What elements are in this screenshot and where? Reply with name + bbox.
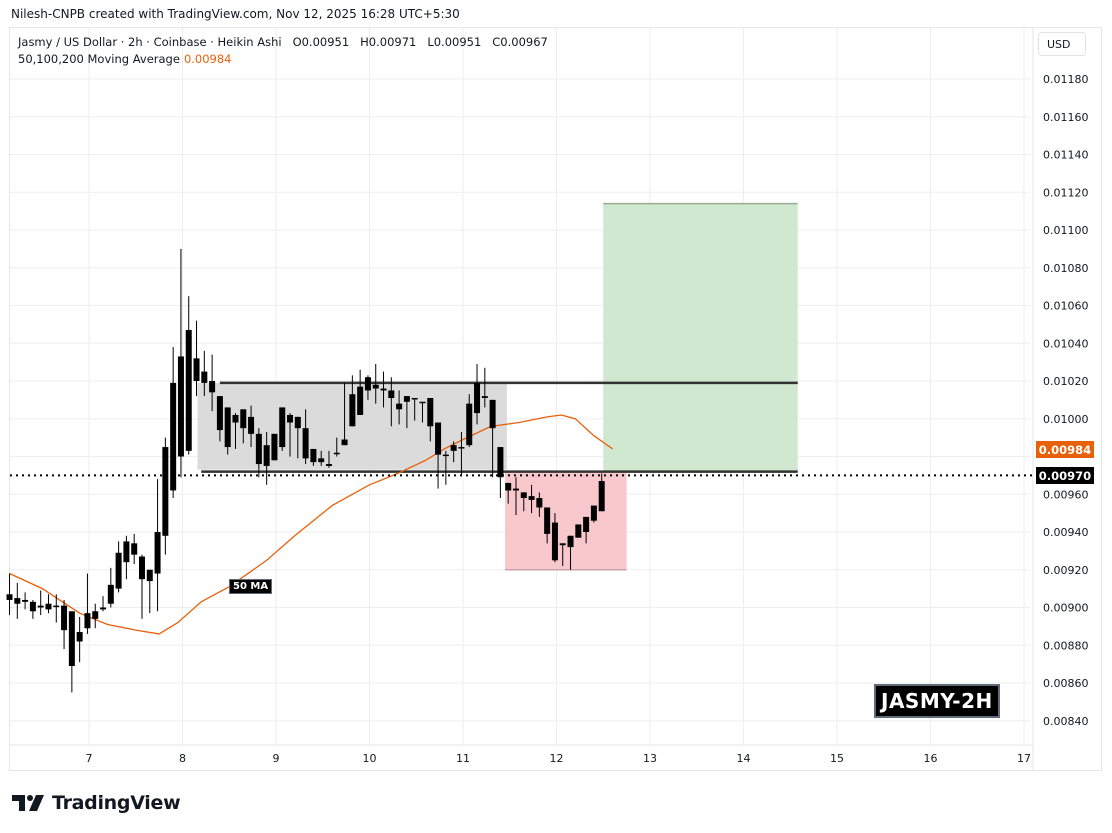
ma-label: 50 MA	[229, 579, 273, 594]
chart-legend: Jasmy / US Dollar · 2h · Coinbase · Heik…	[18, 34, 548, 68]
ohlc-close: C0.00967	[492, 35, 548, 49]
chart-credit: Nilesh-CNPB created with TradingView.com…	[11, 7, 460, 21]
stop-zone[interactable]	[505, 471, 627, 570]
svg-text:0.00880: 0.00880	[1043, 639, 1089, 652]
svg-text:0.01100: 0.01100	[1043, 224, 1089, 237]
svg-text:0.00900: 0.00900	[1043, 602, 1089, 615]
ohlc-low: L0.00951	[427, 35, 482, 49]
svg-text:16: 16	[924, 752, 938, 765]
svg-text:0.01060: 0.01060	[1043, 300, 1089, 313]
grid	[10, 28, 1030, 745]
svg-text:13: 13	[643, 752, 657, 765]
svg-text:9: 9	[273, 752, 280, 765]
ma50-line[interactable]	[9, 414, 613, 635]
symbol-line: Jasmy / US Dollar · 2h · Coinbase · Heik…	[18, 34, 548, 51]
svg-text:0.00940: 0.00940	[1043, 526, 1089, 539]
svg-text:0.01120: 0.01120	[1043, 186, 1089, 199]
svg-text:14: 14	[737, 752, 751, 765]
svg-text:0.01180: 0.01180	[1043, 73, 1089, 86]
symbol-title[interactable]: Jasmy / US Dollar · 2h · Coinbase · Heik…	[18, 35, 282, 49]
svg-text:0.00840: 0.00840	[1043, 715, 1089, 728]
chart-frame	[9, 27, 1102, 771]
svg-text:0.01080: 0.01080	[1043, 262, 1089, 275]
symbol-watermark: JASMY-2H	[874, 684, 1000, 718]
currency-button[interactable]: USD	[1038, 32, 1086, 56]
svg-text:0.00960: 0.00960	[1043, 488, 1089, 501]
svg-text:12: 12	[550, 752, 564, 765]
tradingview-mark-icon	[12, 795, 46, 811]
price-axis[interactable]: 0.01180 0.01160 0.01140 0.01120 0.01100 0.010…	[1043, 73, 1089, 728]
svg-text:8: 8	[179, 752, 186, 765]
svg-text:7: 7	[86, 752, 93, 765]
svg-text:0.01020: 0.01020	[1043, 375, 1089, 388]
target-zone[interactable]	[603, 203, 798, 472]
indicator-value: 0.00984	[183, 52, 232, 66]
svg-text:11: 11	[456, 752, 470, 765]
tradingview-brand: TradingView	[52, 792, 181, 814]
svg-text:10: 10	[363, 752, 377, 765]
svg-text:0.00920: 0.00920	[1043, 564, 1089, 577]
ohlc-open: O0.00951	[292, 35, 350, 49]
svg-text:0.01140: 0.01140	[1043, 149, 1089, 162]
ma-price-tag: 0.00984	[1036, 441, 1094, 458]
svg-text:0.01040: 0.01040	[1043, 337, 1089, 350]
svg-text:15: 15	[830, 752, 844, 765]
candles[interactable]	[6, 248, 605, 693]
svg-text:0.01000: 0.01000	[1043, 413, 1089, 426]
indicator-line: 50,100,200 Moving Average 0.00984	[18, 51, 548, 68]
last-price-tag: 0.00970	[1036, 467, 1094, 484]
ohlc-high: H0.00971	[360, 35, 417, 49]
svg-text:0.00860: 0.00860	[1043, 677, 1089, 690]
indicator-name[interactable]: 50,100,200 Moving Average	[18, 52, 180, 66]
svg-text:0.01160: 0.01160	[1043, 111, 1089, 124]
svg-text:17: 17	[1017, 752, 1031, 765]
time-axis[interactable]: 7 8 9 10 11 12 13 14 15 16 17	[86, 752, 1032, 765]
tradingview-logo[interactable]: TradingView	[12, 792, 181, 814]
